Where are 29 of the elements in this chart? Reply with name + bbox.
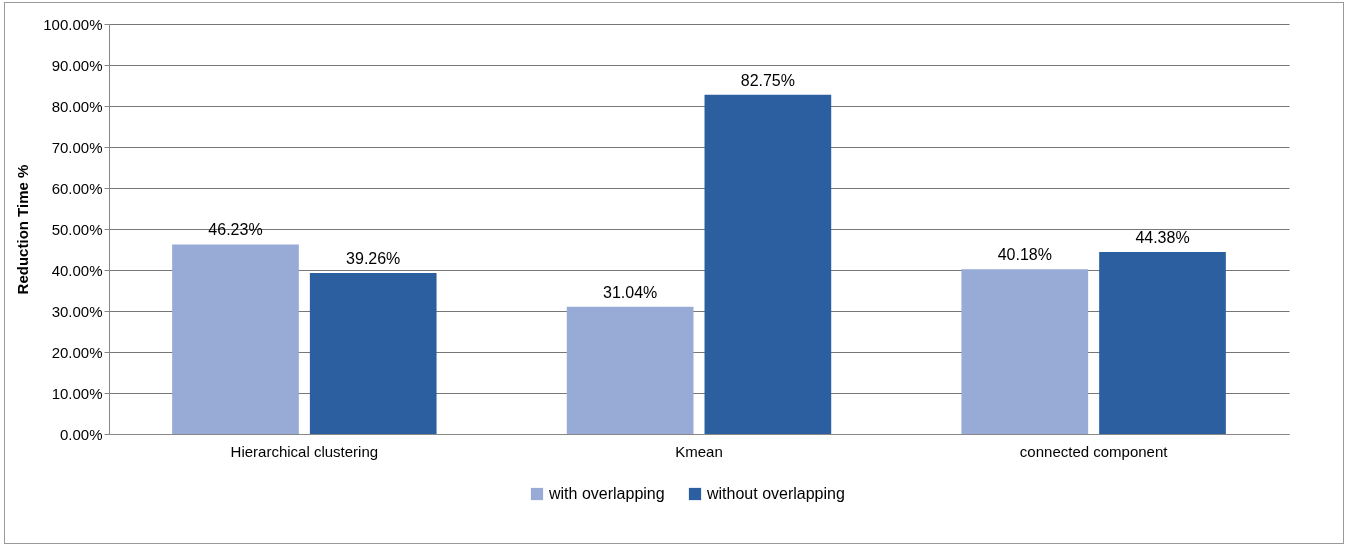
- y-tick-label: 90.00%: [51, 56, 103, 74]
- bar: [309, 273, 437, 434]
- y-tick-label: 60.00%: [51, 179, 103, 197]
- bar: [566, 306, 694, 434]
- y-tick-label: 50.00%: [51, 220, 103, 238]
- data-label: 82.75%: [740, 71, 795, 89]
- y-axis-title: Reduction Time %: [14, 164, 32, 295]
- bar: [961, 269, 1089, 434]
- y-tick-label: 0.00%: [59, 425, 103, 443]
- x-tick-label: Kmean: [675, 442, 723, 460]
- data-label: 40.18%: [997, 246, 1052, 264]
- x-tick-label: connected component: [1019, 442, 1169, 460]
- bar: [172, 244, 299, 434]
- y-tick-label: 10.00%: [51, 384, 103, 402]
- x-tick-label: Hierarchical clustering: [230, 442, 379, 460]
- data-label: 46.23%: [208, 221, 263, 239]
- y-tick-label: 80.00%: [51, 97, 103, 115]
- bar: [704, 94, 832, 434]
- bar: [1099, 252, 1226, 434]
- legend-label: with overlapping: [548, 485, 665, 502]
- y-tick-label: 20.00%: [51, 343, 103, 361]
- y-tick-label: 100.00%: [43, 15, 103, 33]
- data-label: 31.04%: [603, 283, 658, 301]
- data-label: 39.26%: [346, 250, 401, 268]
- y-tick-label: 30.00%: [51, 302, 103, 320]
- data-label: 44.38%: [1135, 229, 1190, 247]
- legend-label: without overlapping: [706, 485, 845, 502]
- y-tick-label: 70.00%: [51, 138, 103, 156]
- y-tick-label: 40.00%: [51, 261, 103, 279]
